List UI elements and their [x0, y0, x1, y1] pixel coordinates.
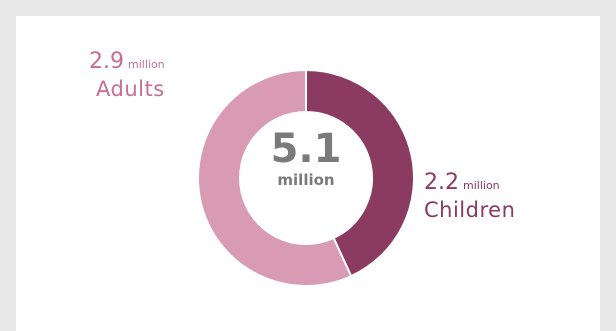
center-total-value: 5.1	[270, 126, 342, 172]
center-total: 5.1 million	[246, 129, 366, 189]
center-total-unit: million	[277, 171, 335, 189]
adults-unit-label: million	[128, 58, 165, 71]
adults-name-label: Adults	[96, 77, 165, 101]
slice-adults	[197, 68, 353, 287]
adults-value-label: 2.9	[89, 49, 124, 74]
label-adults: 2.9 million Adults	[89, 51, 165, 100]
children-unit-label: million	[463, 179, 500, 192]
children-name-label: Children	[424, 198, 516, 222]
label-children: 2.2 million Children	[424, 172, 515, 221]
children-value-label: 2.2	[424, 170, 459, 195]
slice-children	[305, 68, 415, 278]
